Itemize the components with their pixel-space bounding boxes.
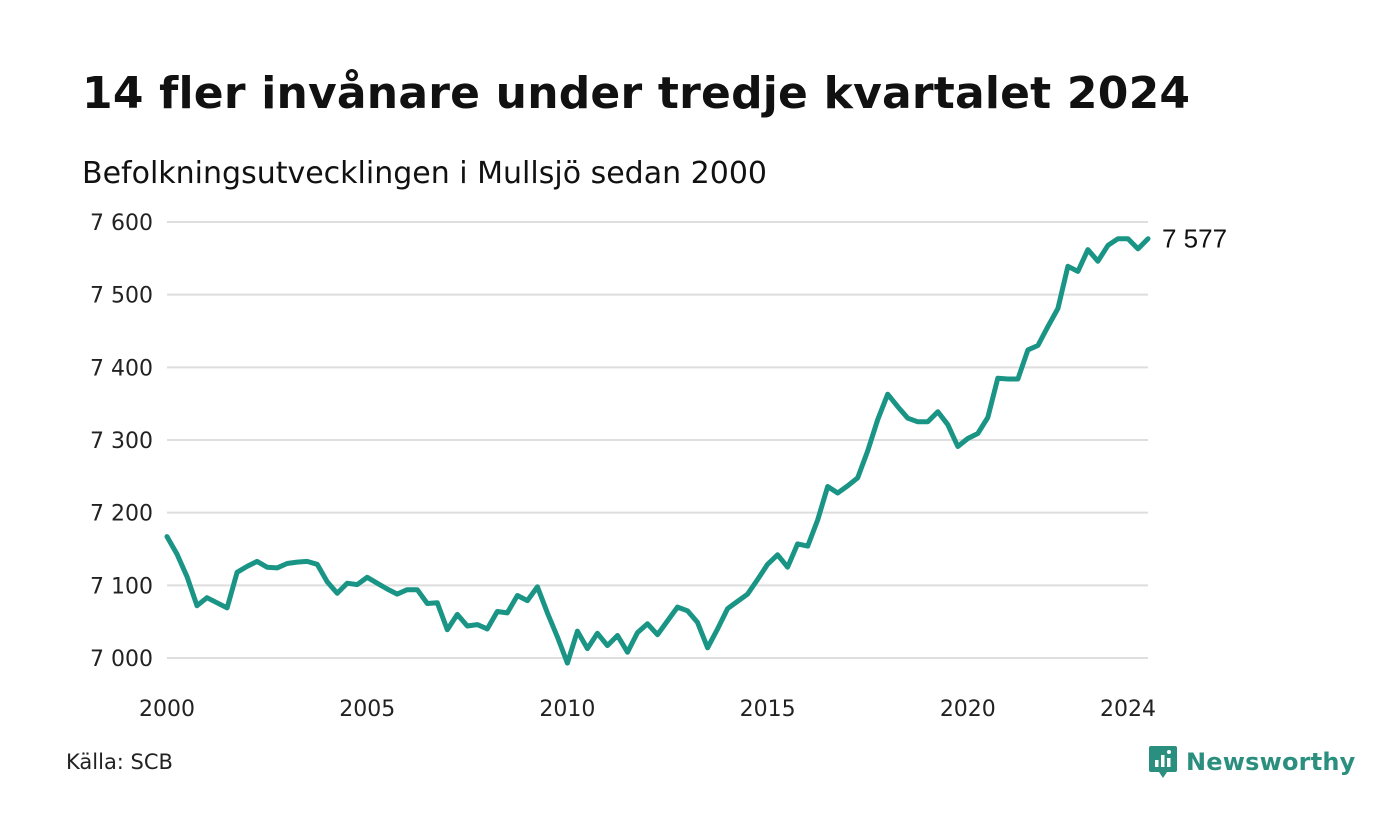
x-tick-label: 2000: [139, 697, 195, 722]
y-tick-label: 7 500: [90, 284, 153, 309]
chart-subtitle: Befolkningsutvecklingen i Mullsjö sedan …: [82, 156, 767, 191]
y-axis-ticks: 7 000 7 100 7 200 7 300 7 400 7 500 7 600: [90, 211, 153, 672]
y-tick-label: 7 400: [90, 356, 153, 381]
y-tick-label: 7 100: [90, 574, 153, 599]
series-line: [164, 236, 1151, 666]
x-tick-label: 2020: [940, 697, 996, 722]
y-tick-label: 7 300: [90, 429, 153, 454]
page-title: 14 fler invånare under tredje kvartalet …: [82, 68, 1191, 119]
newsworthy-logo-icon: [1149, 746, 1177, 778]
x-tick-label: 2010: [539, 697, 595, 722]
x-tick-label: 2005: [339, 697, 395, 722]
brand-logo: Newsworthy: [1148, 744, 1356, 780]
source-note: Källa: SCB: [66, 750, 173, 774]
x-axis-ticks: 2000 2005 2010 2015 2020 2024: [139, 697, 1156, 722]
y-tick-label: 7 000: [90, 647, 153, 672]
x-tick-label: 2024: [1100, 697, 1156, 722]
y-tick-label: 7 600: [90, 211, 153, 236]
y-tick-label: 7 200: [90, 502, 153, 527]
end-value-label: 7 577: [1162, 224, 1227, 254]
brand-name: Newsworthy: [1186, 748, 1356, 776]
x-tick-label: 2015: [740, 697, 796, 722]
grid-lines: [167, 221, 1148, 659]
